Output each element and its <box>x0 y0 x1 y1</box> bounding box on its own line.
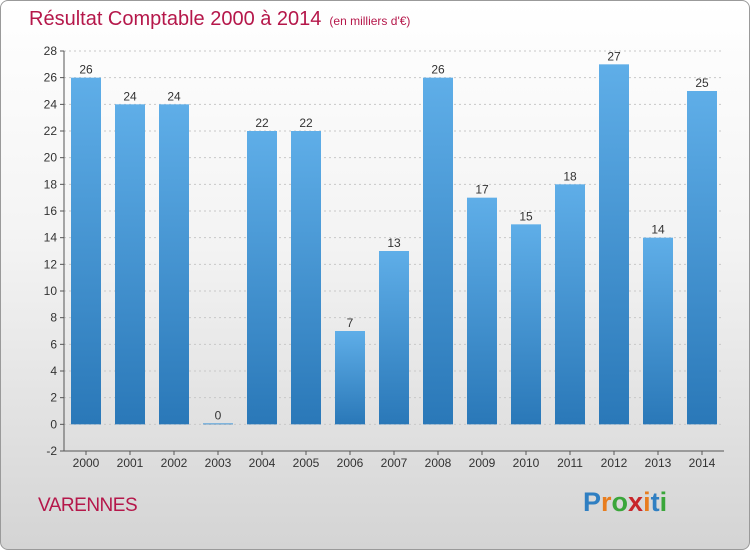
data-label-2000: 26 <box>79 63 93 77</box>
y-tick-label: 28 <box>44 44 58 58</box>
bar-2000 <box>71 77 101 425</box>
data-label-2013: 14 <box>651 223 665 237</box>
bar-2013 <box>643 237 673 425</box>
bar-2003 <box>203 423 233 425</box>
bar-2006 <box>335 331 365 425</box>
bar-2007 <box>379 251 409 425</box>
y-tick-label: 18 <box>44 177 58 191</box>
y-tick-label: 16 <box>44 204 58 218</box>
x-tick-label-2012: 2012 <box>601 456 628 470</box>
x-tick-label-2005: 2005 <box>293 456 320 470</box>
data-label-2005: 22 <box>299 116 313 130</box>
data-label-2001: 24 <box>123 89 137 103</box>
y-tick-label: 20 <box>44 151 58 165</box>
bar-2002 <box>159 104 189 425</box>
data-label-2009: 17 <box>475 183 489 197</box>
bar-2009 <box>467 197 497 425</box>
data-label-2006: 7 <box>347 316 354 330</box>
proxiti-logo: Proxiti <box>583 487 667 518</box>
y-tick-label: 2 <box>50 391 57 405</box>
y-tick-label: 22 <box>44 124 58 138</box>
data-label-2003: 0 <box>215 408 222 422</box>
y-tick-label: 24 <box>44 97 58 111</box>
x-tick-label-2009: 2009 <box>469 456 496 470</box>
logo-letter: r <box>601 487 612 517</box>
data-label-2004: 22 <box>255 116 269 130</box>
logo-letter: x <box>628 487 644 517</box>
logo-letter: o <box>611 487 629 517</box>
chart-title-main: Résultat Comptable 2000 à 2014 <box>29 8 322 30</box>
logo-letter: P <box>583 487 602 517</box>
data-label-2007: 13 <box>387 236 401 250</box>
data-label-2011: 18 <box>563 169 577 183</box>
x-tick-label-2003: 2003 <box>205 456 232 470</box>
data-label-2014: 25 <box>695 76 709 90</box>
y-tick-label: 14 <box>44 231 58 245</box>
x-tick-label-2010: 2010 <box>513 456 540 470</box>
x-tick-label-2014: 2014 <box>689 456 716 470</box>
x-tick-label-2001: 2001 <box>117 456 144 470</box>
y-tick-label: 26 <box>44 71 58 85</box>
bar-2012 <box>599 64 629 425</box>
chart-title-unit: (en milliers d'€) <box>329 14 411 28</box>
bar-2010 <box>511 224 541 425</box>
x-tick-label-2007: 2007 <box>381 456 408 470</box>
logo-letter: i <box>643 487 651 517</box>
data-label-2008: 26 <box>431 63 445 77</box>
y-tick-label: -2 <box>46 444 57 458</box>
y-tick-label: 6 <box>50 337 57 351</box>
commune-name: VARENNES <box>38 495 138 516</box>
x-tick-label-2000: 2000 <box>73 456 100 470</box>
bar-2004 <box>247 131 277 425</box>
x-tick-label-2008: 2008 <box>425 456 452 470</box>
logo-letter: i <box>659 487 668 517</box>
logo-letter: t <box>650 487 660 517</box>
data-label-2002: 24 <box>167 89 181 103</box>
x-tick-label-2013: 2013 <box>645 456 672 470</box>
x-tick-label-2006: 2006 <box>337 456 364 470</box>
bar-2014 <box>687 91 717 425</box>
bar-2001 <box>115 104 145 425</box>
bar-2008 <box>423 77 453 425</box>
x-tick-label-2004: 2004 <box>249 456 276 470</box>
bar-2011 <box>555 184 585 425</box>
data-label-2010: 15 <box>519 209 533 223</box>
chart-title: Résultat Comptable 2000 à 2014 (en millie… <box>29 8 410 31</box>
y-tick-label: 8 <box>50 311 57 325</box>
y-tick-label: 10 <box>44 284 58 298</box>
y-tick-label: 12 <box>44 257 58 271</box>
y-tick-label: 4 <box>50 364 57 378</box>
y-tick-label: 0 <box>50 417 57 431</box>
data-label-2012: 27 <box>607 49 621 63</box>
bar-2005 <box>291 131 321 425</box>
x-tick-label-2011: 2011 <box>557 456 583 470</box>
x-tick-label-2002: 2002 <box>161 456 188 470</box>
